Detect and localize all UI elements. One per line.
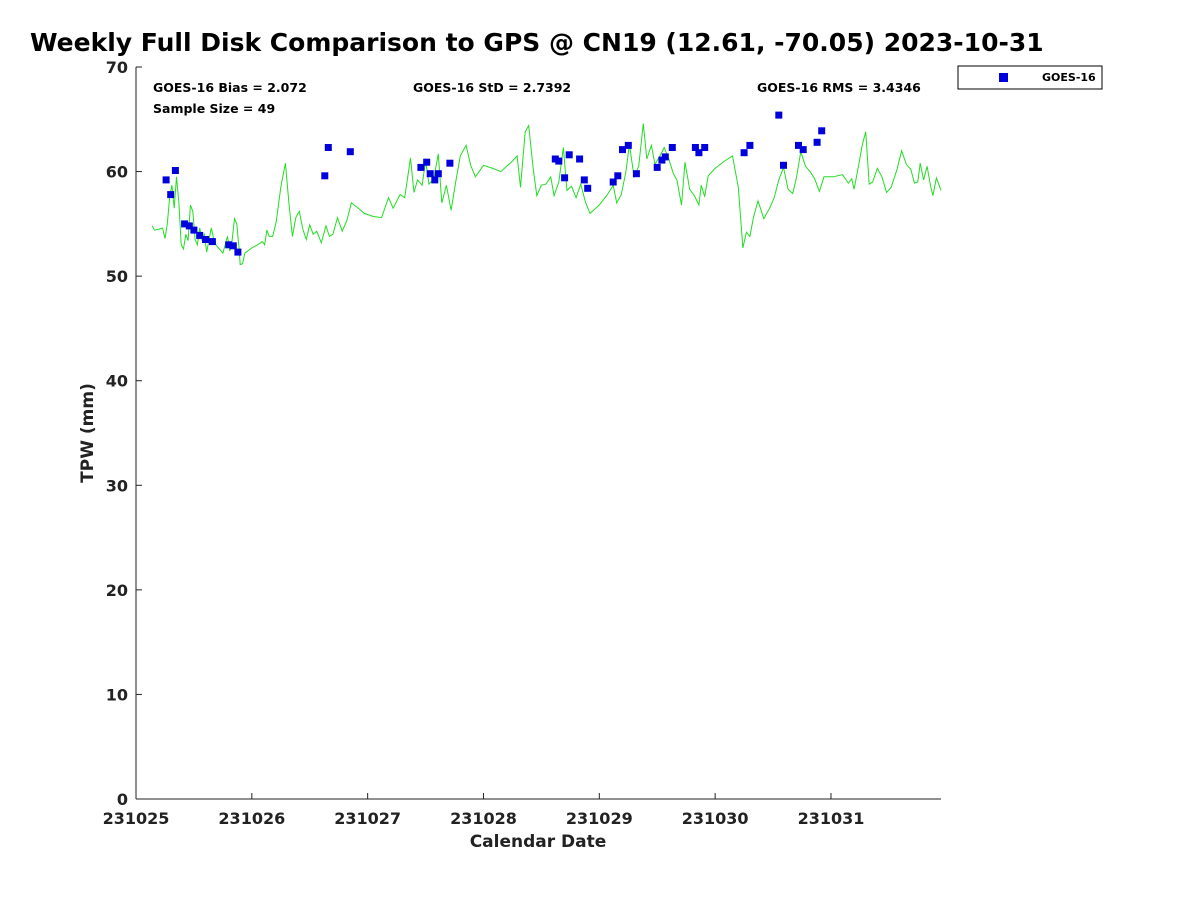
goes16-point <box>434 170 442 178</box>
goes16-point <box>561 174 569 182</box>
goes16-point <box>196 231 204 239</box>
goes16-point <box>746 141 754 149</box>
gps-series <box>151 123 942 266</box>
goes16-point <box>565 151 573 159</box>
goes16-point <box>324 144 332 151</box>
goes16-point <box>185 222 193 230</box>
goes16-point <box>818 127 826 135</box>
goes16-point <box>202 236 209 243</box>
x-tick-label: 231031 <box>798 809 865 828</box>
goes16-point <box>632 170 640 178</box>
x-tick-label: 231030 <box>682 809 749 828</box>
legend-label-goes16: GOES-16 <box>1042 71 1096 84</box>
goes16-point <box>624 141 632 149</box>
legend-box <box>957 65 1103 90</box>
y-tick-label: 60 <box>106 163 128 182</box>
y-tick-label: 40 <box>106 372 128 391</box>
goes16-point <box>225 241 233 249</box>
goes16-point <box>555 157 563 165</box>
goes16-point <box>701 144 709 151</box>
goes16-point <box>446 159 454 167</box>
bias-annotation: GOES-16 Bias = 2.072 <box>153 80 307 95</box>
goes16-point <box>208 238 216 246</box>
x-tick-label: 231028 <box>450 809 517 828</box>
goes16-point <box>668 144 676 151</box>
goes16-point <box>619 146 626 154</box>
y-tick-label: 10 <box>106 685 128 704</box>
y-tick-label: 70 <box>106 58 128 77</box>
axes: 0 10 20 30 40 50 60 70 231025 231026 231027 231028 2… <box>103 58 941 828</box>
x-tick-label: 231026 <box>218 809 285 828</box>
goes16-point <box>775 111 783 119</box>
goes16-point <box>426 170 434 178</box>
rms-annotation: GOES-16 RMS = 3.4346 <box>757 80 921 95</box>
goes16-point <box>584 184 592 192</box>
goes16-point <box>181 220 189 228</box>
goes16-point <box>780 161 787 169</box>
sample-size-annotation: Sample Size = 49 <box>153 101 275 116</box>
goes16-point <box>740 149 748 157</box>
goes16-point <box>346 148 354 156</box>
y-tick-label: 50 <box>106 267 128 286</box>
gps-line <box>151 123 942 266</box>
goes16-point <box>190 226 198 234</box>
goes16-point <box>576 155 584 163</box>
y-tick-label: 0 <box>117 790 128 809</box>
goes16-point <box>661 153 669 161</box>
goes16-point <box>795 141 802 149</box>
y-tick-label: 20 <box>106 581 128 600</box>
goes16-point <box>614 172 622 180</box>
x-tick-label: 231029 <box>566 809 633 828</box>
x-tick-label: 231027 <box>334 809 401 828</box>
goes16-point <box>609 178 617 186</box>
goes16-point <box>171 167 179 174</box>
goes16-point <box>321 172 329 180</box>
goes16-point <box>691 144 699 151</box>
y-tick-label: 30 <box>106 476 128 495</box>
goes16-point <box>580 176 588 184</box>
goes16-point <box>229 242 237 250</box>
goes16-point <box>162 176 170 184</box>
y-axis-label: TPW (mm) <box>78 383 98 483</box>
goes16-series <box>162 111 826 256</box>
goes16-point <box>813 138 821 146</box>
x-axis-label: Calendar Date <box>470 832 607 852</box>
std-annotation: GOES-16 StD = 2.7392 <box>413 80 571 95</box>
goes16-point <box>695 149 703 157</box>
goes16-point <box>423 158 431 166</box>
goes16-point <box>653 163 661 171</box>
goes16-point <box>799 146 807 154</box>
goes16-point <box>167 191 175 199</box>
goes16-point <box>234 248 242 256</box>
x-tick-label: 231025 <box>103 809 170 828</box>
chart-title: Weekly Full Disk Comparison to GPS @ CN1… <box>30 28 1044 57</box>
legend: GOES-16 <box>957 65 1103 90</box>
goes16-point <box>431 176 439 184</box>
goes16-point <box>417 163 425 171</box>
legend-marker-goes16 <box>999 73 1008 82</box>
